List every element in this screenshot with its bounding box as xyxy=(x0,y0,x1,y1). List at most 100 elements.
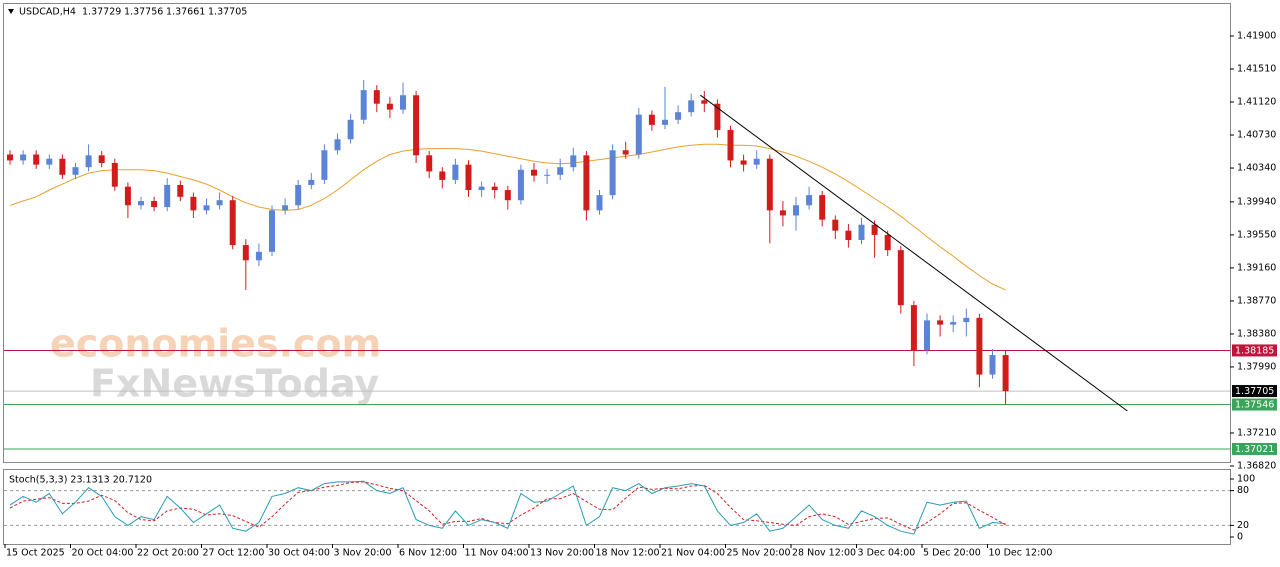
candle-body xyxy=(806,195,813,206)
candle-body xyxy=(793,205,799,216)
candle-body xyxy=(229,200,236,246)
candle-body xyxy=(111,162,118,187)
candle-body xyxy=(937,320,944,325)
watermark: economies.com xyxy=(50,322,381,366)
candle-body xyxy=(478,186,485,191)
candle-body xyxy=(400,95,406,110)
candle-body xyxy=(963,317,970,323)
candle-body xyxy=(832,219,839,231)
price-tag-label: 1.37021 xyxy=(1235,444,1274,455)
y-tick-label: 1.38380 xyxy=(1237,328,1276,339)
candle-body xyxy=(452,164,459,180)
x-tick-label: 5 Dec 20:00 xyxy=(923,548,981,559)
moving-average xyxy=(9,143,1006,291)
x-tick-label: 28 Nov 12:00 xyxy=(792,548,856,559)
candle-body xyxy=(124,186,131,206)
candle-body xyxy=(164,184,171,207)
price-tag-label: 1.37546 xyxy=(1235,400,1274,411)
ohlc-value: 1.37729 xyxy=(82,7,121,18)
stoch-tick-label: 80 xyxy=(1237,485,1249,496)
candle-body xyxy=(924,320,930,351)
candle-body xyxy=(413,95,420,156)
x-tick-label: 15 Oct 2025 xyxy=(6,548,65,559)
y-tick-label: 1.41510 xyxy=(1237,64,1276,75)
candle-body xyxy=(1002,355,1009,392)
price-tag xyxy=(1232,398,1277,411)
candle-body xyxy=(33,154,40,165)
candle-body xyxy=(216,200,223,206)
candle-body xyxy=(766,158,773,211)
candle-body xyxy=(714,103,721,130)
candle-body xyxy=(858,224,865,240)
candle-body xyxy=(910,305,917,351)
stoch-tick-label: 20 xyxy=(1237,520,1249,531)
candle-body xyxy=(727,129,734,161)
candle-body xyxy=(151,201,158,207)
x-tick-label: 18 Nov 12:00 xyxy=(596,548,660,559)
candle-body xyxy=(190,196,197,211)
candle-body xyxy=(308,179,315,185)
candle-body xyxy=(596,195,603,211)
candle-body xyxy=(491,186,498,191)
candle-body xyxy=(557,167,564,175)
y-tick-label: 1.38770 xyxy=(1237,295,1276,306)
x-tick-label: 25 Nov 20:00 xyxy=(727,548,791,559)
candle-body xyxy=(373,90,380,104)
y-tick-label: 1.41120 xyxy=(1237,97,1276,108)
candle-body xyxy=(46,158,53,165)
candle-body xyxy=(819,195,826,220)
indicator-frame xyxy=(3,469,1231,545)
candle-body xyxy=(989,355,996,375)
candle-body xyxy=(72,167,79,175)
y-tick-label: 1.39160 xyxy=(1237,262,1276,273)
candle-body xyxy=(701,100,708,104)
candle-body xyxy=(845,230,852,240)
candle-body xyxy=(138,201,144,206)
candle-body xyxy=(321,150,328,180)
ohlc-value: 1.37705 xyxy=(208,7,247,18)
candle-body xyxy=(439,171,446,180)
candle-body xyxy=(871,224,878,235)
candle-body xyxy=(531,169,537,176)
ohlc-value: 1.37756 xyxy=(124,7,163,18)
menu-arrow[interactable] xyxy=(8,9,14,14)
candle-body xyxy=(242,245,249,261)
candle-body xyxy=(675,112,682,120)
candle-body xyxy=(517,169,524,201)
candle-body xyxy=(20,154,27,161)
candle-body xyxy=(85,155,92,168)
price-tag xyxy=(1232,344,1277,357)
candle-body xyxy=(544,174,551,176)
candle-body xyxy=(347,119,354,140)
x-tick-label: 21 Nov 04:00 xyxy=(661,548,725,559)
x-tick-label: 27 Oct 12:00 xyxy=(203,548,265,559)
x-tick-label: 11 Nov 04:00 xyxy=(465,548,529,559)
candle-body xyxy=(282,205,289,211)
candle-body xyxy=(426,155,433,172)
x-tick-label: 30 Oct 04:00 xyxy=(268,548,330,559)
candle-body xyxy=(334,139,341,151)
candle-body xyxy=(635,114,642,155)
price-tag-label: 1.37705 xyxy=(1235,386,1274,397)
candle-body xyxy=(688,100,695,113)
y-tick-label: 1.40730 xyxy=(1237,130,1276,141)
candle-body xyxy=(779,210,786,216)
candle-body xyxy=(583,155,590,211)
candle-body xyxy=(360,90,367,120)
y-tick-label: 1.37990 xyxy=(1237,361,1276,372)
candle-body xyxy=(203,205,210,211)
price-tag xyxy=(1232,385,1277,398)
candle-body xyxy=(740,160,747,165)
trendline xyxy=(700,94,1128,412)
symbol: USDCAD,H4 xyxy=(19,7,76,18)
y-tick-label: 1.37210 xyxy=(1237,427,1276,438)
candle-body xyxy=(98,155,105,163)
stoch-tick-label: 0 xyxy=(1237,532,1243,543)
candle-body xyxy=(295,184,302,206)
candle-body xyxy=(622,150,629,155)
ohlc-value: 1.37661 xyxy=(166,7,205,18)
candle-body xyxy=(897,250,904,306)
y-tick-label: 1.40340 xyxy=(1237,163,1276,174)
